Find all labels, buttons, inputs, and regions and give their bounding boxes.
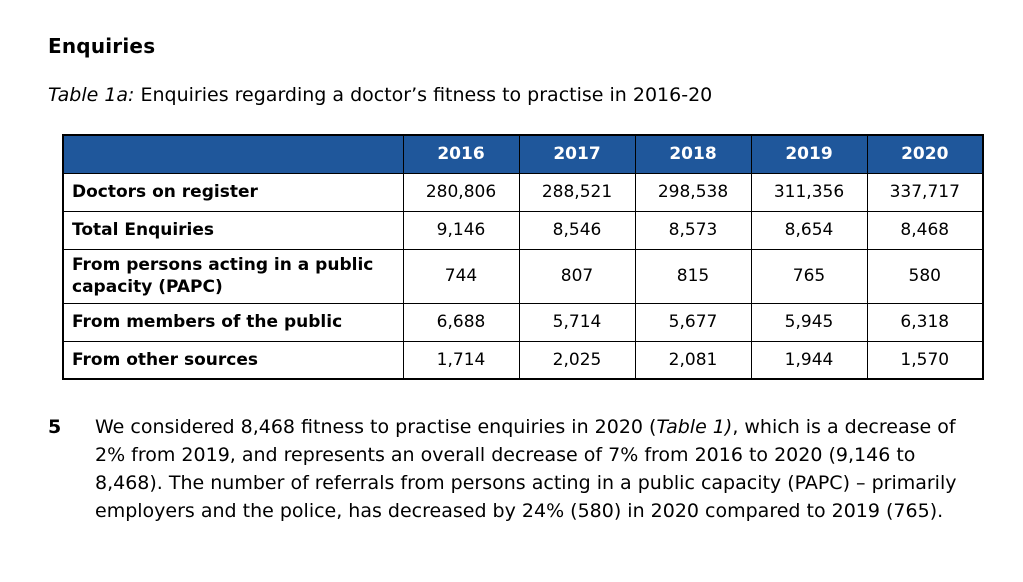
cell-value: 765 bbox=[750, 248, 868, 304]
table-row: Total Enquiries 9,146 8,546 8,573 8,654 … bbox=[62, 210, 984, 250]
cell-value: 807 bbox=[518, 248, 636, 304]
header-cell-blank bbox=[62, 134, 404, 174]
cell-value: 6,688 bbox=[402, 302, 520, 342]
cell-value: 298,538 bbox=[634, 172, 752, 212]
header-cell-year: 2018 bbox=[634, 134, 752, 174]
page-title: Enquiries bbox=[48, 34, 156, 58]
paragraph-text: We considered 8,468 fitness to practise … bbox=[95, 414, 975, 526]
header-cell-year: 2016 bbox=[402, 134, 520, 174]
cell-value: 5,714 bbox=[518, 302, 636, 342]
cell-value: 5,677 bbox=[634, 302, 752, 342]
cell-value: 8,468 bbox=[866, 210, 984, 250]
table-header-row: 2016 2017 2018 2019 2020 bbox=[62, 134, 984, 174]
cell-value: 8,546 bbox=[518, 210, 636, 250]
row-label: From persons acting in a public capacity… bbox=[62, 248, 404, 304]
cell-value: 1,570 bbox=[866, 340, 984, 380]
table-row: From persons acting in a public capacity… bbox=[62, 248, 984, 304]
paragraph-table-ref: Table 1) bbox=[656, 416, 733, 438]
cell-value: 8,654 bbox=[750, 210, 868, 250]
cell-value: 288,521 bbox=[518, 172, 636, 212]
table-row: From other sources 1,714 2,025 2,081 1,9… bbox=[62, 340, 984, 380]
cell-value: 1,944 bbox=[750, 340, 868, 380]
cell-value: 8,573 bbox=[634, 210, 752, 250]
row-label: Total Enquiries bbox=[62, 210, 404, 250]
cell-value: 6,318 bbox=[866, 302, 984, 342]
cell-value: 5,945 bbox=[750, 302, 868, 342]
cell-value: 280,806 bbox=[402, 172, 520, 212]
cell-value: 2,025 bbox=[518, 340, 636, 380]
header-cell-year: 2020 bbox=[866, 134, 984, 174]
cell-value: 2,081 bbox=[634, 340, 752, 380]
paragraph-text-start: We considered 8,468 fitness to practise … bbox=[95, 416, 657, 438]
cell-value: 815 bbox=[634, 248, 752, 304]
table-caption: Table 1a: Enquiries regarding a doctor’s… bbox=[48, 84, 712, 106]
cell-value: 580 bbox=[866, 248, 984, 304]
table-caption-text: Enquiries regarding a doctor’s fitness t… bbox=[134, 84, 713, 106]
paragraph-5: 5 We considered 8,468 fitness to practis… bbox=[48, 414, 978, 526]
header-cell-year: 2017 bbox=[518, 134, 636, 174]
cell-value: 337,717 bbox=[866, 172, 984, 212]
row-label: Doctors on register bbox=[62, 172, 404, 212]
enquiries-table-container: 2016 2017 2018 2019 2020 Doctors on regi… bbox=[62, 134, 984, 380]
header-cell-year: 2019 bbox=[750, 134, 868, 174]
paragraph-number: 5 bbox=[48, 416, 62, 438]
paragraph-text-end: , which is a decrease of 2% from 2019, a… bbox=[95, 416, 957, 522]
cell-value: 9,146 bbox=[402, 210, 520, 250]
table-caption-label: Table 1a: bbox=[48, 84, 135, 106]
row-label: From members of the public bbox=[62, 302, 404, 342]
table-row: From members of the public 6,688 5,714 5… bbox=[62, 302, 984, 342]
row-label: From other sources bbox=[62, 340, 404, 380]
cell-value: 744 bbox=[402, 248, 520, 304]
enquiries-table: 2016 2017 2018 2019 2020 Doctors on regi… bbox=[62, 134, 984, 380]
table-row: Doctors on register 280,806 288,521 298,… bbox=[62, 172, 984, 212]
cell-value: 311,356 bbox=[750, 172, 868, 212]
cell-value: 1,714 bbox=[402, 340, 520, 380]
